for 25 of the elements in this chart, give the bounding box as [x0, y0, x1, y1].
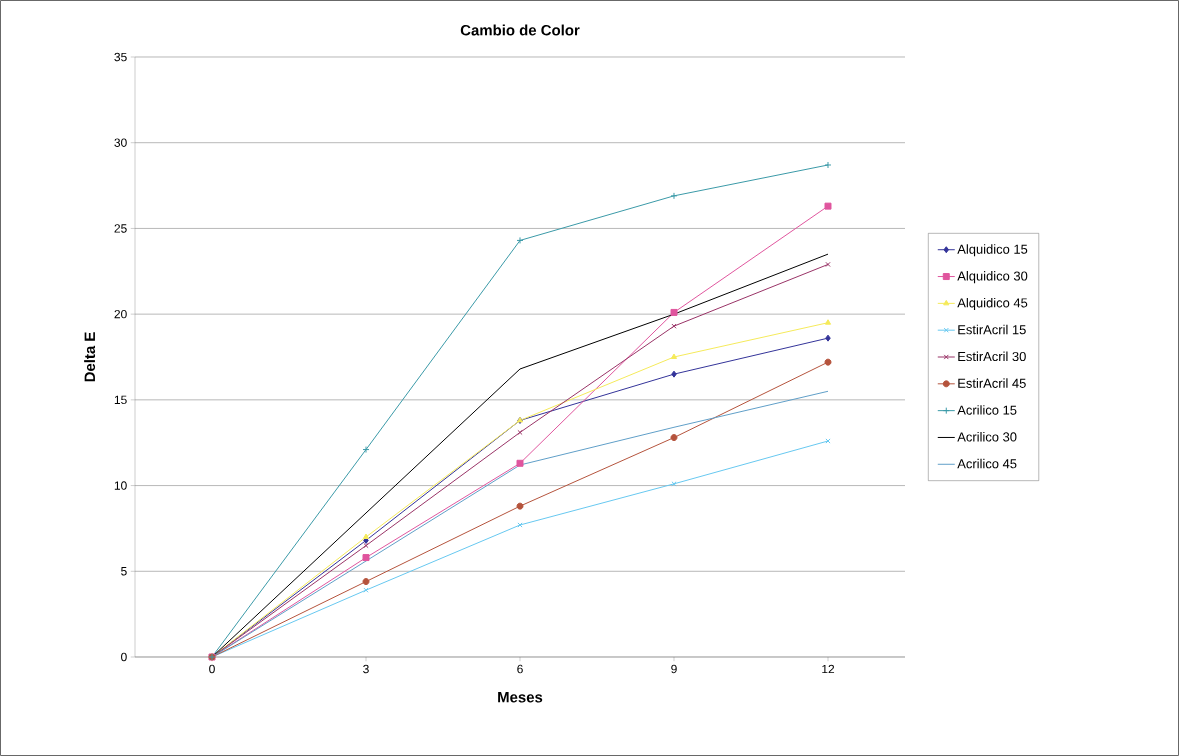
legend-label: Alquidico 30 — [957, 271, 1028, 284]
y-tick-label: 30 — [114, 138, 127, 147]
y-tick-label: 5 — [121, 567, 127, 576]
legend-label: EstirAcril 15 — [958, 324, 1026, 335]
legend-label: Alquidico 45 — [957, 297, 1028, 310]
x-tick-label: 0 — [209, 664, 215, 674]
x-tick-label: 9 — [671, 664, 677, 674]
x-tick-label: 6 — [517, 664, 523, 674]
x-tick-label: 12 — [822, 664, 835, 674]
y-tick-label: 25 — [114, 224, 127, 233]
legend-label: EstirAcril 45 — [958, 378, 1026, 388]
chart-title: Cambio de Color — [460, 24, 580, 36]
y-tick-label: 10 — [114, 481, 127, 490]
legend-label: EstirAcril 30 — [958, 351, 1026, 362]
y-tick-label: 0 — [121, 652, 127, 662]
y-tick-label: 20 — [114, 309, 127, 319]
x-axis-title: Meses — [498, 692, 543, 703]
y-axis-title: Delta E — [84, 332, 96, 382]
legend-label: Acrilico 45 — [957, 458, 1017, 469]
legend-label: Alquidico 15 — [957, 244, 1028, 257]
x-tick-label: 3 — [363, 664, 369, 674]
legend-label: Acrilico 15 — [957, 405, 1017, 415]
y-tick-label: 15 — [114, 395, 127, 405]
y-tick-label: 35 — [114, 52, 127, 62]
legend-label: Acrilico 30 — [957, 432, 1017, 442]
